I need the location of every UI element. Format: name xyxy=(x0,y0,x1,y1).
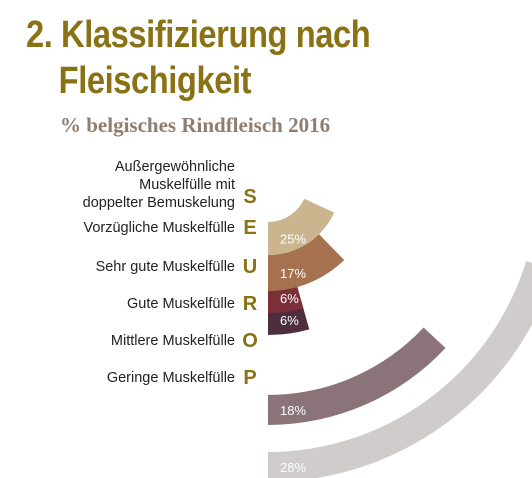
class-letter-E: E xyxy=(243,217,257,239)
category-label-line: Mittlere Muskelfülle xyxy=(110,333,235,349)
bar-O xyxy=(268,234,345,291)
title-line-2: Fleischigkeit xyxy=(58,60,252,102)
value-label-P: 25% xyxy=(280,232,306,247)
bar-E xyxy=(268,327,446,425)
chart-subtitle: % belgisches Rindfleisch 2016 xyxy=(60,113,331,137)
category-label-line: doppelter Bemuskelung xyxy=(82,195,235,211)
category-label-P: Geringe Muskelfülle xyxy=(107,369,235,387)
category-label-line: Außergewöhnliche xyxy=(114,159,235,175)
value-label-R: 6% xyxy=(280,291,299,306)
value-label-S: 28% xyxy=(280,460,306,475)
category-label-line: Vorzügliche Muskelfülle xyxy=(83,220,235,236)
bar-P xyxy=(268,198,335,255)
bar-S xyxy=(268,260,532,478)
value-label-E: 18% xyxy=(280,403,306,418)
class-letter-P: P xyxy=(243,367,257,389)
class-letter-U: U xyxy=(242,256,258,278)
category-label-line: Sehr gute Muskelfülle xyxy=(95,259,235,275)
page-title: 2. Klassifizierung nach Fleischigkeit xyxy=(26,12,371,104)
title-line-1: 2. Klassifizierung nach xyxy=(26,14,371,56)
category-label-U: Sehr gute Muskelfülle xyxy=(96,258,235,276)
category-label-E: Vorzügliche Muskelfülle xyxy=(83,219,235,237)
class-letter-R: R xyxy=(242,293,258,315)
category-label-O: Mittlere Muskelfülle xyxy=(111,332,235,350)
value-label-U: 6% xyxy=(280,313,299,328)
value-label-O: 17% xyxy=(280,266,306,281)
class-letter-S: S xyxy=(243,186,257,208)
category-label-S: Außergewöhnliche Muskelfülle mit doppelter… xyxy=(83,158,235,212)
category-label-R: Gute Muskelfülle xyxy=(127,295,235,313)
category-label-line: Gute Muskelfülle xyxy=(127,296,235,312)
category-label-line: Muskelfülle mit xyxy=(139,177,235,193)
class-letter-O: O xyxy=(242,330,258,352)
category-label-line: Geringe Muskelfülle xyxy=(106,370,235,386)
